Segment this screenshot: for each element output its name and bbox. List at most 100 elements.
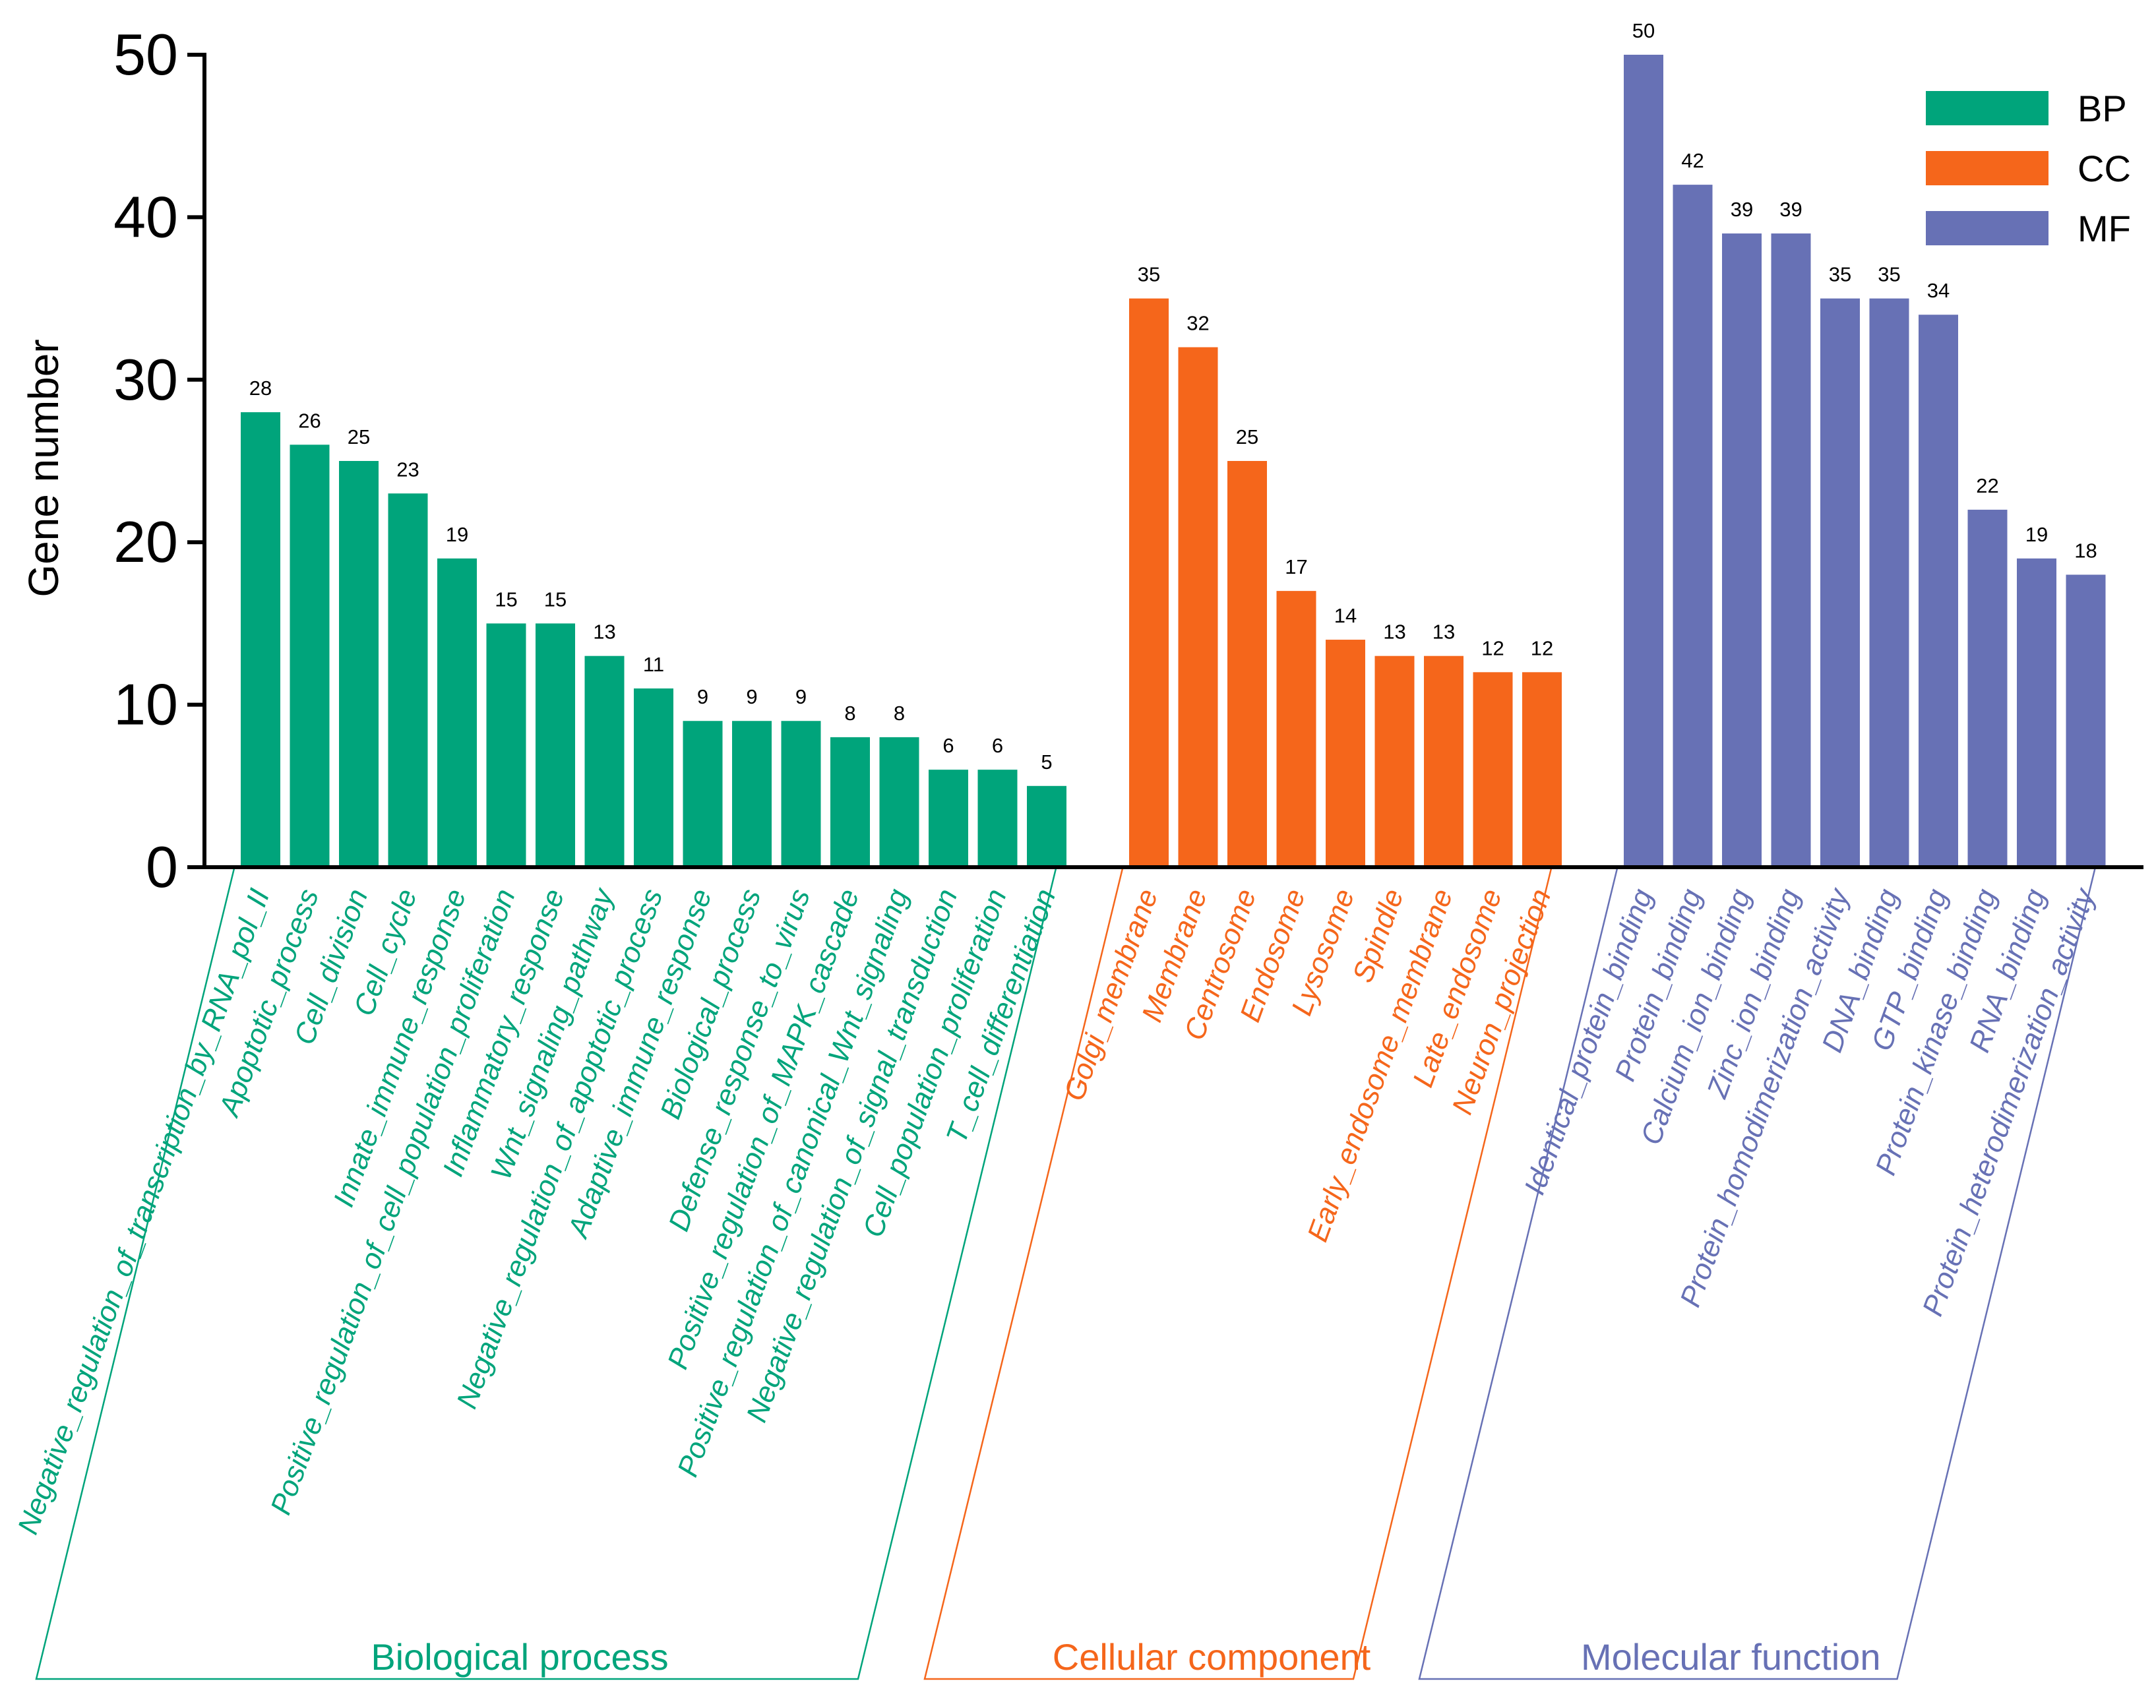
bar-mf-identical-protein-binding [1624, 55, 1663, 867]
legend-swatch-cc [1926, 151, 2048, 185]
bar-mf-dna-binding [1869, 298, 1909, 868]
group-label-bp: Biological process [371, 1636, 668, 1678]
bar-bp-cell-cycle [388, 493, 428, 867]
value-label: 39 [1731, 198, 1753, 221]
bracket-cc [923, 868, 1553, 1680]
value-label: 25 [1236, 425, 1258, 448]
bar-bp-adaptive-immune-response [683, 721, 723, 867]
legend-swatch-mf [1926, 211, 2048, 245]
value-label: 13 [593, 621, 615, 644]
value-label: 35 [1829, 263, 1851, 286]
legend-label-mf: MF [2078, 208, 2131, 249]
bar-bp-negative-regulation-of-transcription-by-rna-pol-ii [241, 412, 280, 867]
value-label: 39 [1779, 198, 1802, 221]
bracket-mf [1418, 868, 2096, 1680]
bar-mf-rna-binding [2017, 558, 2056, 867]
bar-bp-t-cell-differentiation [1027, 785, 1066, 867]
legend-label-cc: CC [2078, 148, 2131, 189]
y-axis: 0 10 20 30 40 50 [113, 22, 206, 900]
group-label-cc: Cellular component [1053, 1636, 1371, 1678]
value-label: 13 [1383, 621, 1405, 644]
bar-bp-positive-regulation-of-mapk-cascade [830, 737, 870, 867]
bar-bp-cell-population-proliferation [977, 770, 1018, 867]
value-label: 9 [746, 685, 757, 708]
group-label-mf: Molecular function [1581, 1636, 1880, 1678]
value-label: 14 [1334, 604, 1357, 627]
bar-bp-innate-immune-response [437, 558, 477, 867]
value-label: 9 [795, 685, 807, 708]
bar-bp-apoptotic-process [290, 444, 330, 867]
value-label: 8 [844, 702, 855, 725]
bar-bp-inflammatory-response [536, 623, 575, 867]
bar-mf-protein-kinase-binding [1967, 509, 2008, 867]
y-tick-label: 30 [113, 347, 178, 412]
y-tick-label: 50 [113, 22, 178, 87]
value-label: 12 [1531, 636, 1553, 659]
bar-cc-golgi-membrane [1129, 298, 1169, 868]
value-label: 35 [1878, 263, 1900, 286]
bracket-bp [35, 868, 1057, 1680]
bar-cc-early-endosome-membrane [1424, 656, 1463, 867]
bar-cc-endosome [1276, 591, 1316, 867]
bar-cc-neuron-projection [1522, 672, 1562, 867]
bar-bp-wnt-signaling-pathway [584, 656, 625, 867]
value-label: 13 [1432, 621, 1455, 644]
bar-bp-negative-regulation-of-signal-transduction [929, 770, 968, 867]
value-label: 17 [1285, 555, 1307, 578]
value-label: 23 [396, 458, 419, 481]
y-tick-label: 20 [113, 509, 178, 574]
bar-bp-positive-regulation-of-canonical-wnt-signaling [879, 737, 919, 867]
y-tick-label: 10 [113, 672, 178, 737]
bar-bp-positive-regulation-of-cell-population-proliferation [486, 623, 526, 867]
bar-cc-lysosome [1326, 640, 1365, 867]
bar-cc-spindle [1374, 656, 1415, 867]
bar-mf-zinc-ion-binding [1771, 233, 1811, 867]
bar-mf-protein-binding [1673, 185, 1713, 867]
bar-mf-protein-heterodimerization-activity [2066, 574, 2106, 867]
value-label: 8 [894, 702, 905, 725]
bar-bp-biological-process [732, 721, 772, 867]
y-axis-title: Gene number [20, 339, 67, 597]
value-label: 9 [697, 685, 708, 708]
value-label: 42 [1681, 149, 1704, 172]
bar-cc-centrosome [1227, 461, 1267, 867]
bar-bp-defense-response-to-virus [781, 721, 821, 867]
bar-mf-gtp-binding [1919, 315, 1958, 867]
bar-cc-late-endosome [1473, 672, 1513, 867]
value-label: 26 [298, 409, 321, 432]
bars [241, 55, 2106, 868]
value-label: 50 [1632, 19, 1655, 42]
value-label: 15 [544, 588, 567, 611]
value-label: 19 [446, 523, 468, 546]
category-labels: Negative_regulation_of_transcription_by_… [12, 883, 2102, 1539]
value-label: 15 [495, 588, 517, 611]
value-label: 5 [1041, 750, 1052, 774]
value-label: 6 [992, 734, 1003, 757]
y-tick-label: 40 [113, 184, 178, 249]
value-label: 34 [1927, 279, 1950, 302]
category-label: Positive_regulation_of_cell_population_p… [264, 885, 522, 1519]
legend-label-bp: BP [2078, 88, 2127, 129]
value-label: 11 [643, 653, 664, 676]
category-label: Negative_regulation_of_transcription_by_… [12, 885, 276, 1539]
legend: BP CC MF [1926, 88, 2131, 249]
value-label: 32 [1186, 312, 1209, 335]
bar-mf-protein-homodimerization-activity [1820, 298, 1860, 868]
value-label: 12 [1481, 636, 1504, 659]
group-brackets [35, 868, 2096, 1680]
legend-swatch-bp [1926, 91, 2048, 125]
value-label: 18 [2074, 539, 2097, 562]
value-label: 22 [1976, 474, 1998, 497]
y-tick-label: 0 [146, 834, 178, 900]
group-labels: Biological process Cellular component Mole… [371, 1636, 1880, 1678]
value-label: 19 [2025, 523, 2048, 546]
value-label: 28 [249, 377, 272, 400]
bar-bp-negative-regulation-of-apoptotic-process [634, 688, 673, 867]
bar-mf-calcium-ion-binding [1722, 233, 1762, 867]
value-label: 35 [1138, 263, 1160, 286]
value-label: 25 [348, 425, 370, 448]
value-label: 6 [942, 734, 954, 757]
bar-cc-membrane [1178, 347, 1218, 867]
bar-bp-cell-division [339, 461, 379, 867]
